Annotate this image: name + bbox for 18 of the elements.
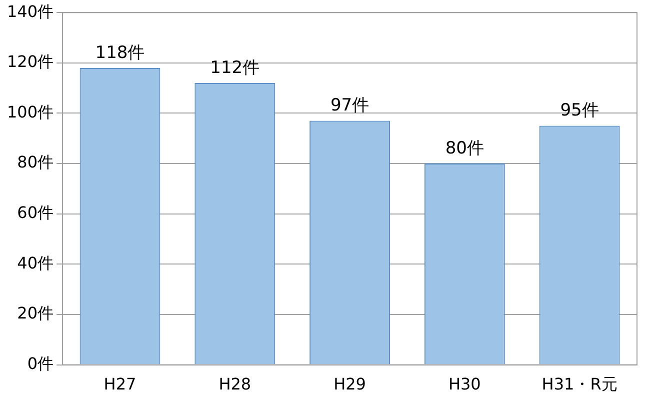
y-tick-label: 20件 [17,304,54,323]
data-label: 80件 [445,138,484,158]
x-tick-label: H28 [218,374,252,394]
y-tick-label: 100件 [6,102,54,122]
x-tick-label: H27 [104,374,136,394]
x-tick-label: H31・R元 [542,374,618,394]
y-tick-label: 140件 [6,2,54,21]
data-label: 112件 [210,58,260,78]
y-tick-label: 40件 [17,253,54,272]
x-tick-label: H30 [448,374,481,394]
y-tick-label: 80件 [17,152,54,172]
data-label: 97件 [330,96,370,116]
data-label: 118件 [95,42,145,63]
x-tick-label: H29 [334,374,366,394]
y-tick-label: 120件 [6,52,54,72]
y-tick-label: 0件 [27,354,54,373]
y-tick-label: 60件 [17,203,54,222]
data-label: 95件 [560,100,599,121]
